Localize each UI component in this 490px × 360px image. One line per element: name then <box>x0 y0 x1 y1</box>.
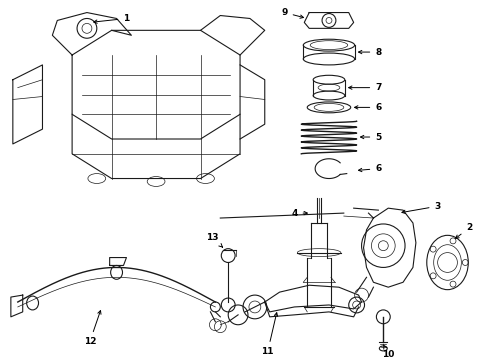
Text: 6: 6 <box>355 103 382 112</box>
Text: 9: 9 <box>281 8 303 18</box>
Text: 8: 8 <box>359 48 382 57</box>
Text: 7: 7 <box>349 83 382 92</box>
Text: 1: 1 <box>94 14 129 23</box>
Text: 4: 4 <box>291 208 307 217</box>
Text: 2: 2 <box>456 224 472 238</box>
Text: 5: 5 <box>361 132 382 141</box>
Text: 6: 6 <box>359 164 382 173</box>
Text: 13: 13 <box>206 233 222 247</box>
Text: 3: 3 <box>402 202 441 213</box>
Text: 11: 11 <box>262 313 278 356</box>
Text: 10: 10 <box>382 345 394 359</box>
Text: 12: 12 <box>84 311 101 346</box>
